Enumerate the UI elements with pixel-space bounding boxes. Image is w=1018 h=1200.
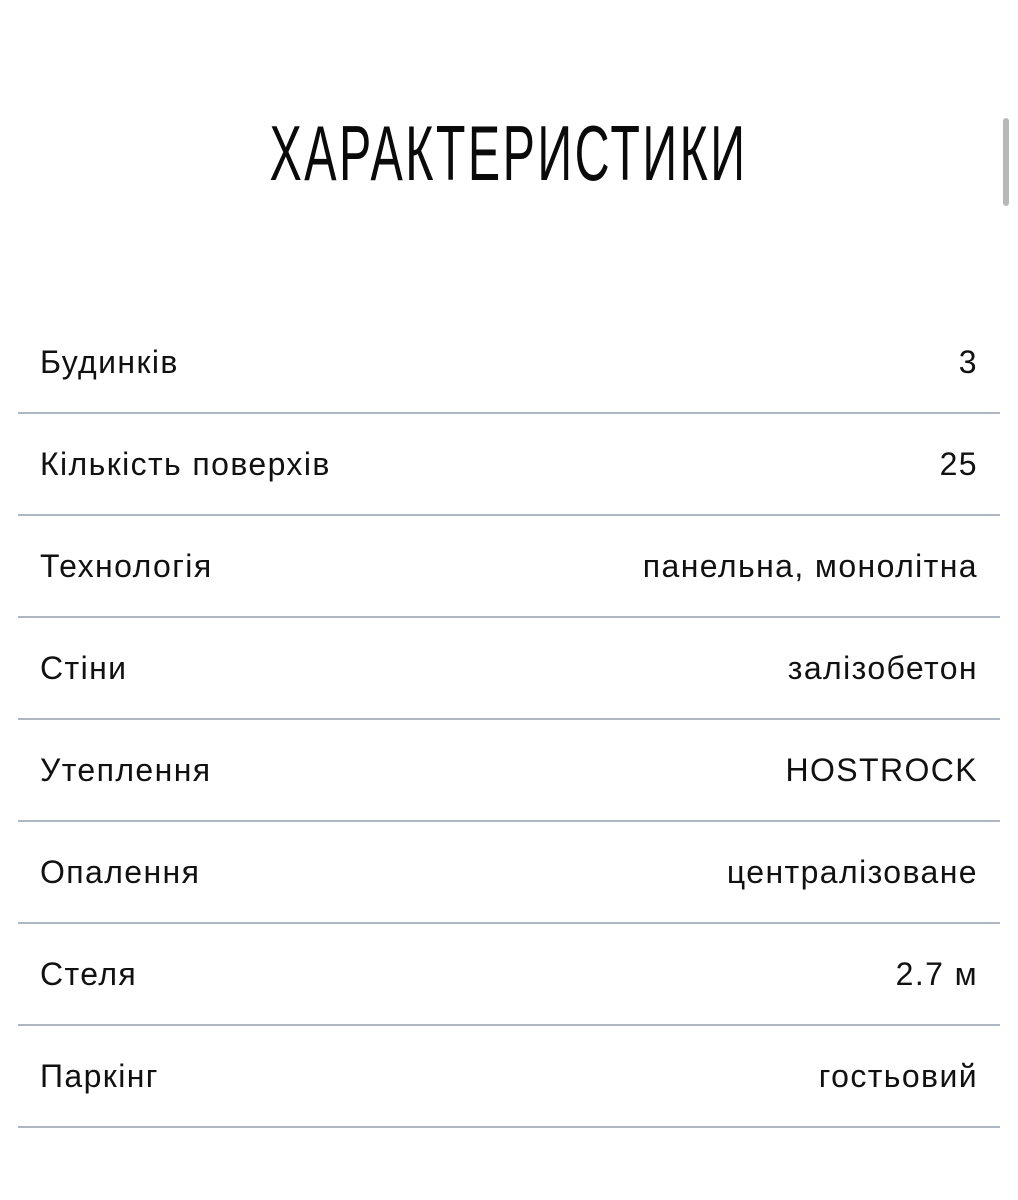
spec-label: Опалення	[40, 853, 201, 890]
scrollbar[interactable]	[1003, 118, 1009, 206]
spec-label: Утеплення	[40, 751, 212, 788]
spec-row: Опалення централізоване	[18, 822, 1000, 924]
spec-row: Стеля 2.7 м	[18, 924, 1000, 1026]
spec-value: залізобетон	[787, 649, 978, 686]
spec-row: Стіни залізобетон	[18, 618, 1000, 720]
spec-value: гостьовий	[818, 1057, 978, 1094]
spec-value: 2.7 м	[895, 955, 978, 992]
spec-label: Будинків	[40, 343, 179, 380]
spec-label: Технологія	[40, 547, 213, 584]
spec-value: 3	[958, 343, 978, 380]
spec-value: панельна, монолітна	[642, 547, 978, 584]
spec-label: Стеля	[40, 955, 138, 992]
section-title: ХАРАКТЕРИСТИКИ	[0, 108, 1018, 198]
spec-label: Стіни	[40, 649, 128, 686]
spec-row: Утеплення HOSTROCK	[18, 720, 1000, 822]
spec-label: Кількість поверхів	[40, 445, 331, 482]
spec-value: HOSTROCK	[785, 751, 978, 788]
specs-table: Будинків 3 Кількість поверхів 25 Технологі…	[18, 312, 1000, 1128]
spec-value: централізоване	[726, 853, 978, 890]
spec-row: Кількість поверхів 25	[18, 414, 1000, 516]
spec-row: Технологія панельна, монолітна	[18, 516, 1000, 618]
spec-label: Паркінг	[40, 1057, 159, 1094]
spec-row: Паркінг гостьовий	[18, 1026, 1000, 1128]
spec-row: Будинків 3	[18, 312, 1000, 414]
section-title-text: ХАРАКТЕРИСТИКИ	[269, 109, 749, 197]
spec-value: 25	[939, 445, 978, 482]
